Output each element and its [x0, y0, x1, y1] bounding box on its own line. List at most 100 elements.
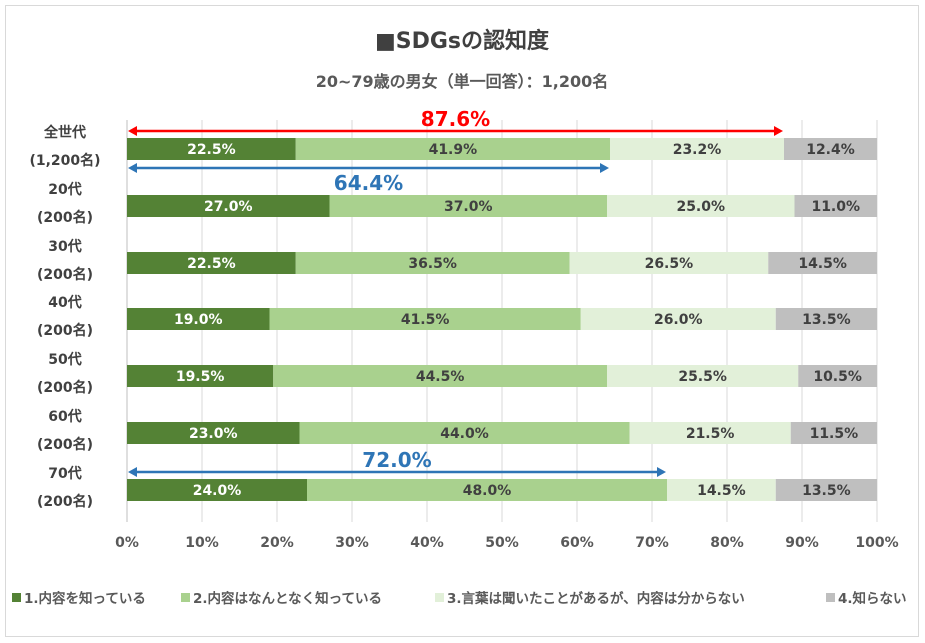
chart-title: ■SDGsの認知度 [375, 28, 550, 54]
x-tick-label: 50% [485, 535, 519, 551]
bar-value-label: 25.0% [676, 199, 725, 215]
annotation-label: 64.4% [334, 171, 403, 195]
bar-value-label: 14.5% [697, 483, 746, 499]
bar-value-label: 23.0% [189, 426, 238, 442]
x-tick-label: 30% [335, 535, 369, 551]
bar-value-label: 26.5% [645, 256, 694, 272]
legend-label: 4.知らない [838, 590, 907, 607]
category-count-label: (200名) [37, 493, 93, 510]
bar-segment [610, 138, 784, 160]
bar-segment [127, 365, 274, 387]
bar-segment [790, 422, 877, 444]
bar-value-label: 12.4% [806, 142, 855, 158]
bar-value-label: 13.5% [802, 483, 851, 499]
category-count-label: (1,200名) [29, 152, 100, 169]
bar-segment [295, 252, 570, 274]
bar-value-label: 44.5% [416, 369, 465, 385]
bar-segment [299, 422, 630, 444]
bar-segment [794, 195, 877, 217]
bar-value-label: 37.0% [444, 199, 493, 215]
x-tick-label: 100% [855, 535, 898, 551]
bar-value-label: 19.5% [176, 369, 225, 385]
annotation-arrowhead-left [128, 126, 137, 136]
category-count-label: (200名) [37, 209, 93, 226]
bar-segment [629, 422, 791, 444]
bar-segment [127, 422, 300, 444]
category-label: 全世代 [43, 124, 86, 141]
annotation-arrowhead-left [128, 163, 137, 173]
bar-segment [329, 195, 607, 217]
bar-segment [784, 138, 877, 160]
legend-swatch [435, 593, 444, 602]
legend-swatch [826, 593, 835, 602]
x-tick-label: 40% [410, 535, 444, 551]
x-tick-label: 70% [635, 535, 669, 551]
bar-value-label: 25.5% [678, 369, 727, 385]
annotation-label: 72.0% [362, 448, 431, 472]
category-count-label: (200名) [37, 322, 93, 339]
category-label: 60代 [48, 408, 81, 425]
legend-swatch [12, 593, 21, 602]
bar-segment [607, 195, 795, 217]
bar-segment [127, 252, 296, 274]
bar-segment [580, 308, 776, 330]
legend-label: 2.内容はなんとなく知っている [193, 590, 382, 607]
bar-segment [775, 479, 877, 501]
category-label: 50代 [48, 351, 81, 368]
bar-segment [307, 479, 667, 501]
bar-value-label: 13.5% [802, 312, 851, 328]
x-tick-label: 90% [785, 535, 819, 551]
bar-value-label: 36.5% [408, 256, 457, 272]
chart-subtitle: 20~79歳の男女（単一回答）：1,200名 [316, 72, 609, 91]
bar-value-label: 11.5% [810, 426, 859, 442]
x-tick-label: 0% [115, 535, 139, 551]
bar-value-label: 41.5% [401, 312, 450, 328]
legend-swatch [181, 593, 190, 602]
bar-value-label: 22.5% [187, 256, 236, 272]
x-tick-label: 10% [185, 535, 219, 551]
bar-value-label: 10.5% [813, 369, 862, 385]
bar-segment [775, 308, 877, 330]
bar-segment [667, 479, 776, 501]
bar-value-label: 11.0% [811, 199, 860, 215]
bar-value-label: 48.0% [463, 483, 512, 499]
bar-value-label: 23.2% [673, 142, 722, 158]
bar-segment [127, 479, 307, 501]
category-count-label: (200名) [37, 379, 93, 396]
bar-value-label: 24.0% [193, 483, 242, 499]
bar-value-label: 19.0% [174, 312, 223, 328]
bar-segment [798, 365, 877, 387]
bar-segment [273, 365, 607, 387]
legend-label: 3.言葉は聞いたことがあるが、内容は分からない [447, 590, 745, 607]
annotation-arrowhead-right [600, 163, 609, 173]
legend-label: 1.内容を知っている [24, 590, 146, 607]
x-tick-label: 20% [260, 535, 294, 551]
bar-value-label: 41.9% [429, 142, 478, 158]
bar-segment [569, 252, 769, 274]
category-label: 20代 [48, 181, 81, 198]
annotation-arrowhead-right [657, 467, 666, 477]
bar-segment [269, 308, 581, 330]
category-label: 40代 [48, 294, 81, 311]
annotation-arrowhead-right [774, 126, 783, 136]
bar-segment [127, 308, 270, 330]
x-tick-label: 60% [560, 535, 594, 551]
bar-segment [768, 252, 877, 274]
bar-segment [607, 365, 799, 387]
annotation-arrowhead-left [128, 467, 137, 477]
bar-value-label: 44.0% [440, 426, 489, 442]
bar-value-label: 21.5% [686, 426, 735, 442]
bar-value-label: 27.0% [204, 199, 253, 215]
bar-value-label: 14.5% [798, 256, 847, 272]
bar-value-label: 26.0% [654, 312, 703, 328]
annotation-label: 87.6% [421, 107, 490, 131]
x-tick-label: 80% [710, 535, 744, 551]
bar-segment [295, 138, 610, 160]
bar-value-label: 22.5% [187, 142, 236, 158]
category-count-label: (200名) [37, 266, 93, 283]
category-label: 70代 [48, 465, 81, 482]
category-count-label: (200名) [37, 436, 93, 453]
category-label: 30代 [48, 238, 81, 255]
bar-segment [127, 195, 330, 217]
